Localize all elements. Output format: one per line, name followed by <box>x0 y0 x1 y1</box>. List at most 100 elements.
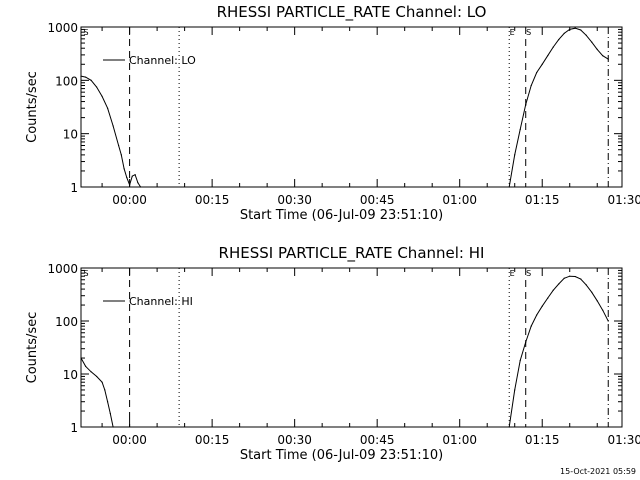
x-tick-label: 00:45 <box>360 193 395 207</box>
hi-data-point <box>596 300 598 302</box>
lo-data-point <box>514 154 516 156</box>
x-tick-label: 00:00 <box>112 433 147 447</box>
lo-data-point <box>84 76 87 78</box>
y-tick-label: 100 <box>55 315 78 329</box>
lo-series-line <box>508 27 609 188</box>
lo-data-point <box>134 174 136 176</box>
x-tick-label: 01:15 <box>525 193 560 207</box>
lo-data-point <box>574 27 576 29</box>
lo-data-point <box>552 46 554 48</box>
hi-data-point <box>580 278 582 280</box>
y-tick-label: 1000 <box>47 262 78 276</box>
lo-data-point <box>131 175 133 177</box>
hi-data-point <box>602 309 604 311</box>
lo-series-line <box>80 75 142 188</box>
hi-data-point <box>574 275 576 278</box>
lo-data-point <box>128 184 131 186</box>
lo-data-point <box>607 58 609 60</box>
hi-data-point <box>90 371 92 373</box>
x-tick-label: 01:30 <box>607 433 640 447</box>
hi-data-point <box>104 389 106 391</box>
lo-data-point <box>525 104 527 106</box>
x-tick-label: 01:00 <box>442 193 477 207</box>
lo-data-point <box>530 84 532 87</box>
marker-label: S <box>83 28 88 37</box>
lo-data-point <box>80 75 82 77</box>
lo-data-point <box>585 34 587 36</box>
hi-data-point <box>84 365 87 367</box>
hi-data-point <box>563 277 565 279</box>
hi-data-point <box>101 381 103 383</box>
hi-data-point <box>514 389 516 391</box>
marker-label: S <box>83 269 88 278</box>
hi-data-point <box>112 426 114 428</box>
marker-label: E <box>510 28 515 37</box>
lo-data-point <box>117 144 120 147</box>
hi-data-point <box>530 325 532 327</box>
lo-data-point <box>137 182 139 184</box>
legend-entry: Channel: LO <box>129 54 196 67</box>
hi-data-point <box>558 283 560 285</box>
y-tick-label: 10 <box>63 128 78 142</box>
hi-data-point <box>106 401 109 403</box>
hi-data-point <box>519 359 521 362</box>
marker-label: S <box>526 28 531 37</box>
lo-data-point <box>90 79 92 81</box>
marker-label: S <box>526 269 531 278</box>
plot-frame <box>80 267 623 428</box>
lo-data-point <box>123 168 125 170</box>
hi-data-point <box>109 412 111 415</box>
x-tick-label: 00:15 <box>195 193 230 207</box>
y-tick-label: 1000 <box>47 21 78 35</box>
marker-label: E <box>510 269 515 278</box>
x-tick-label: 00:00 <box>112 193 147 207</box>
x-axis-label: Start Time (06-Jul-09 23:51:10) <box>240 208 443 223</box>
hi-data-point <box>585 284 587 286</box>
lo-data-point <box>596 48 598 51</box>
lo-data-point <box>558 39 560 41</box>
lo-data-point <box>508 186 510 188</box>
x-axis-label: Start Time (06-Jul-09 23:51:10) <box>240 448 443 463</box>
lo-data-point <box>106 107 109 109</box>
hi-data-point <box>607 320 609 322</box>
lo-data-point <box>101 95 103 97</box>
lo-data-point <box>602 55 604 57</box>
y-tick-label: 1 <box>70 181 78 195</box>
y-tick-label: 1 <box>70 421 78 435</box>
x-tick-label: 01:15 <box>525 433 560 447</box>
hi-data-point <box>536 314 538 316</box>
y-tick-label: 10 <box>63 368 78 382</box>
lo-data-point <box>580 29 582 31</box>
x-tick-label: 00:30 <box>277 433 312 447</box>
chart-hi-panel: RHESSI PARTICLE_RATE Channel: HI 1 10 100 10… <box>25 244 640 463</box>
x-tick-label: 00:15 <box>195 433 230 447</box>
legend-entry: Channel: HI <box>129 295 193 308</box>
hi-data-point <box>80 357 82 359</box>
lo-data-point <box>120 154 122 156</box>
lo-data-point <box>536 71 538 74</box>
lo-data-point <box>563 32 565 34</box>
chart-title: RHESSI PARTICLE_RATE Channel: HI <box>219 244 485 263</box>
plot-frame <box>80 26 623 188</box>
chart-title: RHESSI PARTICLE_RATE Channel: LO <box>217 3 487 22</box>
lo-data-point <box>541 63 543 65</box>
lo-data-point <box>569 28 571 31</box>
y-axis-label: Counts/sec <box>25 312 40 384</box>
x-tick-label: 01:00 <box>442 433 477 447</box>
y-tick-label: 100 <box>55 74 78 88</box>
lo-data-point <box>547 55 549 57</box>
lo-data-point <box>95 86 98 88</box>
hi-data-point <box>547 297 549 299</box>
lo-data-point <box>140 186 142 188</box>
hi-series-line <box>508 275 609 428</box>
hi-data-point <box>525 341 527 343</box>
lo-data-point <box>126 177 128 179</box>
lo-data-point <box>519 128 521 131</box>
hi-data-point <box>508 426 510 428</box>
lo-data-point <box>591 41 593 43</box>
y-axis-label: Counts/sec <box>25 71 40 143</box>
x-tick-label: 00:30 <box>277 193 312 207</box>
x-tick-label: 00:45 <box>360 433 395 447</box>
chart-lo-panel: RHESSI PARTICLE_RATE Channel: LO 1 10 100 10… <box>25 3 640 223</box>
